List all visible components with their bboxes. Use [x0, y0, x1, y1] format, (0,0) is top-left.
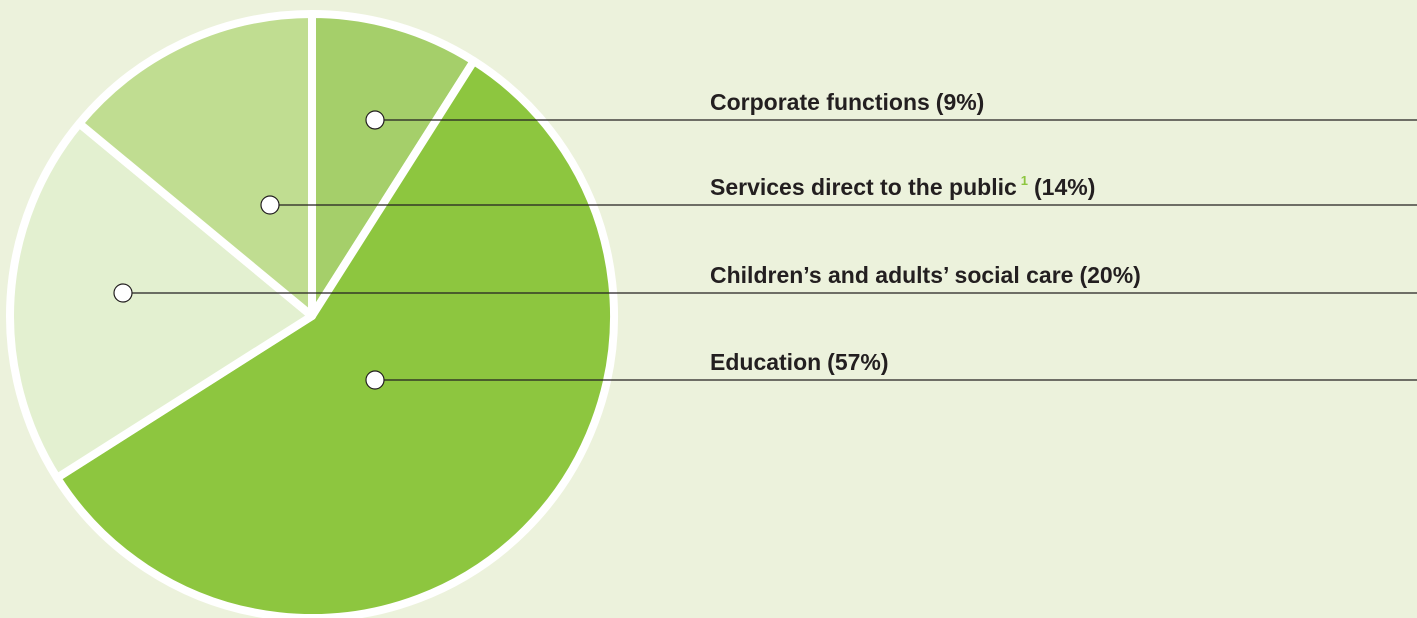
pie-slice — [308, 10, 478, 320]
label-marker — [113, 283, 133, 303]
pie-slice — [75, 10, 316, 320]
category-name: Services direct to the public — [710, 174, 1017, 200]
slice-label: Education (57%) — [710, 349, 889, 375]
category-name: Corporate functions — [710, 89, 930, 115]
pie-slice — [6, 119, 316, 482]
label-marker — [365, 110, 385, 130]
pie-slice — [53, 57, 618, 618]
label-marker — [260, 195, 280, 215]
category-name: Education — [710, 349, 821, 375]
value-label: (20%) — [1079, 262, 1140, 288]
value-label: (57%) — [827, 349, 888, 375]
value-label: (9%) — [936, 89, 985, 115]
label-marker — [365, 370, 385, 390]
footnote-marker: 1 — [1021, 173, 1028, 188]
slice-label: Children’s and adults’ social care (20%) — [710, 262, 1141, 288]
value-label: (14%) — [1034, 174, 1095, 200]
slice-label: Services direct to the public 1 (14%) — [710, 173, 1095, 200]
slice-label: Corporate functions (9%) — [710, 89, 984, 115]
category-name: Children’s and adults’ social care — [710, 262, 1073, 288]
